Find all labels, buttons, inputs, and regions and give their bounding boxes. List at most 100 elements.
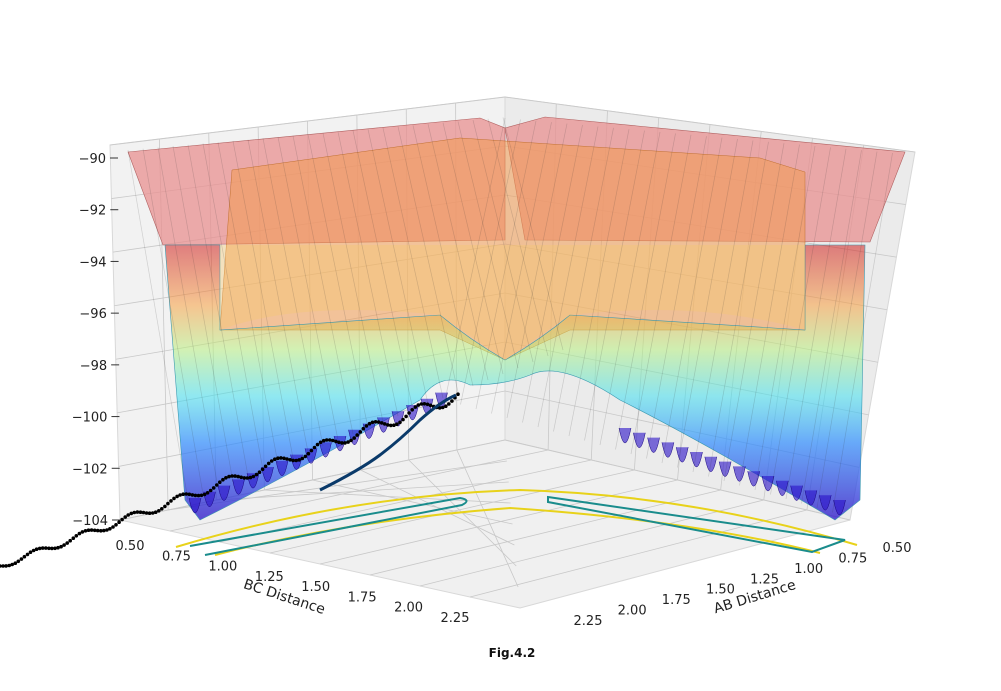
surface-wireframe	[502, 117, 564, 351]
surface-wireframe	[337, 131, 399, 417]
surface-wireframe	[352, 130, 414, 411]
surface-wireframe	[599, 131, 661, 446]
trajectory-point	[215, 483, 219, 487]
surface-wireframe	[770, 147, 831, 495]
bc-tick-label: 2.00	[394, 601, 423, 616]
surface-wireframe	[615, 133, 676, 450]
grid-line	[369, 489, 721, 576]
trajectory-point	[50, 546, 54, 551]
trajectory-point	[361, 426, 366, 431]
bc-tick-label: 0.75	[162, 549, 191, 564]
trajectory-point	[416, 403, 421, 407]
surface-wireframe	[127, 149, 189, 501]
trajectory-point	[31, 548, 36, 553]
trajectory-point	[218, 480, 222, 485]
surface-well-right	[804, 490, 818, 506]
trajectory-point	[184, 492, 189, 496]
surface-wireframe	[142, 148, 204, 495]
surface-well-left	[188, 497, 202, 514]
potential-energy-surface	[127, 116, 906, 521]
trajectory-point	[40, 546, 45, 550]
grid-line	[312, 479, 513, 525]
trajectory-point	[19, 557, 24, 561]
trajectory-point	[444, 404, 448, 409]
trajectory-point	[172, 496, 176, 501]
trajectory-point	[7, 563, 11, 568]
trajectory-point	[25, 552, 30, 557]
trajectory-point	[4, 564, 8, 568]
surface-wireframe	[367, 129, 429, 405]
trajectory-point	[370, 420, 375, 425]
trajectory-point	[395, 422, 399, 427]
trajectory-point	[355, 433, 360, 437]
surface-wireframe	[723, 143, 785, 482]
surface-wireframe	[475, 120, 537, 410]
trajectory-point	[407, 411, 411, 415]
trajectory-point	[294, 458, 299, 463]
grid-line	[456, 449, 519, 588]
surface-wireframe	[460, 119, 521, 405]
trajectory-point	[321, 438, 326, 443]
trajectory-point	[309, 448, 314, 453]
trajectory-point	[340, 441, 344, 445]
trajectory-point	[349, 438, 353, 443]
trajectory-point	[105, 528, 109, 532]
trajectory-point	[117, 520, 121, 524]
trajectory-point	[254, 472, 259, 477]
trajectory-point	[248, 475, 253, 480]
surface-wireframe	[739, 144, 800, 486]
trajectory-point	[157, 509, 161, 513]
surface-wireframe	[412, 125, 474, 387]
trajectory-point	[379, 421, 384, 425]
trajectory-point	[13, 561, 18, 565]
surface-wireframe	[537, 126, 599, 428]
surface-well-right	[633, 432, 646, 449]
contour-teal-left	[189, 496, 468, 556]
trajectory-point	[456, 392, 460, 397]
trajectory-point	[80, 530, 85, 534]
trajectory-point	[419, 402, 424, 406]
surface-wireframe	[661, 137, 723, 464]
trajectory-point	[263, 464, 268, 469]
surface-well-right	[790, 485, 803, 501]
trajectory-point	[74, 534, 79, 538]
trajectory-point	[10, 562, 14, 567]
ab-tick-label: 1.50	[706, 583, 735, 598]
trajectory-point	[306, 451, 311, 456]
trajectory-point	[334, 439, 338, 444]
trajectory-point	[428, 403, 433, 408]
trajectory-point	[389, 423, 393, 428]
trajectory-point	[386, 423, 390, 427]
surface-wireframe	[397, 126, 459, 393]
surface-wireframe	[444, 117, 506, 401]
surface-wireframe	[442, 122, 504, 375]
trajectory-point	[392, 423, 396, 428]
contour-lines	[175, 488, 858, 556]
surface-wireframe	[157, 147, 219, 489]
trajectory-point	[129, 511, 134, 516]
trajectory-point	[56, 545, 60, 550]
trajectory-point	[279, 456, 283, 460]
surface-well-right	[833, 499, 846, 516]
trajectory-point	[175, 494, 179, 499]
trajectory-point	[297, 458, 302, 462]
trajectory-point	[28, 550, 33, 554]
trajectory-point	[233, 474, 237, 478]
trajectory-point	[343, 441, 347, 445]
z-tick-label: −96	[79, 307, 106, 322]
trajectory-point	[144, 511, 149, 515]
trajectory-point	[89, 528, 94, 532]
surface-well-right	[661, 442, 675, 458]
trajectory-point	[108, 527, 112, 531]
trajectory-point	[315, 442, 320, 447]
trajectory-point	[160, 507, 164, 511]
trajectory-point	[318, 440, 323, 445]
ab-tick-label: 2.00	[618, 604, 647, 619]
trajectory-point	[153, 510, 158, 514]
bc-tick-label: 1.75	[348, 590, 377, 605]
trajectory-point	[425, 402, 430, 407]
trajectory-point	[328, 438, 332, 442]
surface-wireframe	[172, 146, 234, 483]
trajectory-point	[102, 528, 106, 533]
